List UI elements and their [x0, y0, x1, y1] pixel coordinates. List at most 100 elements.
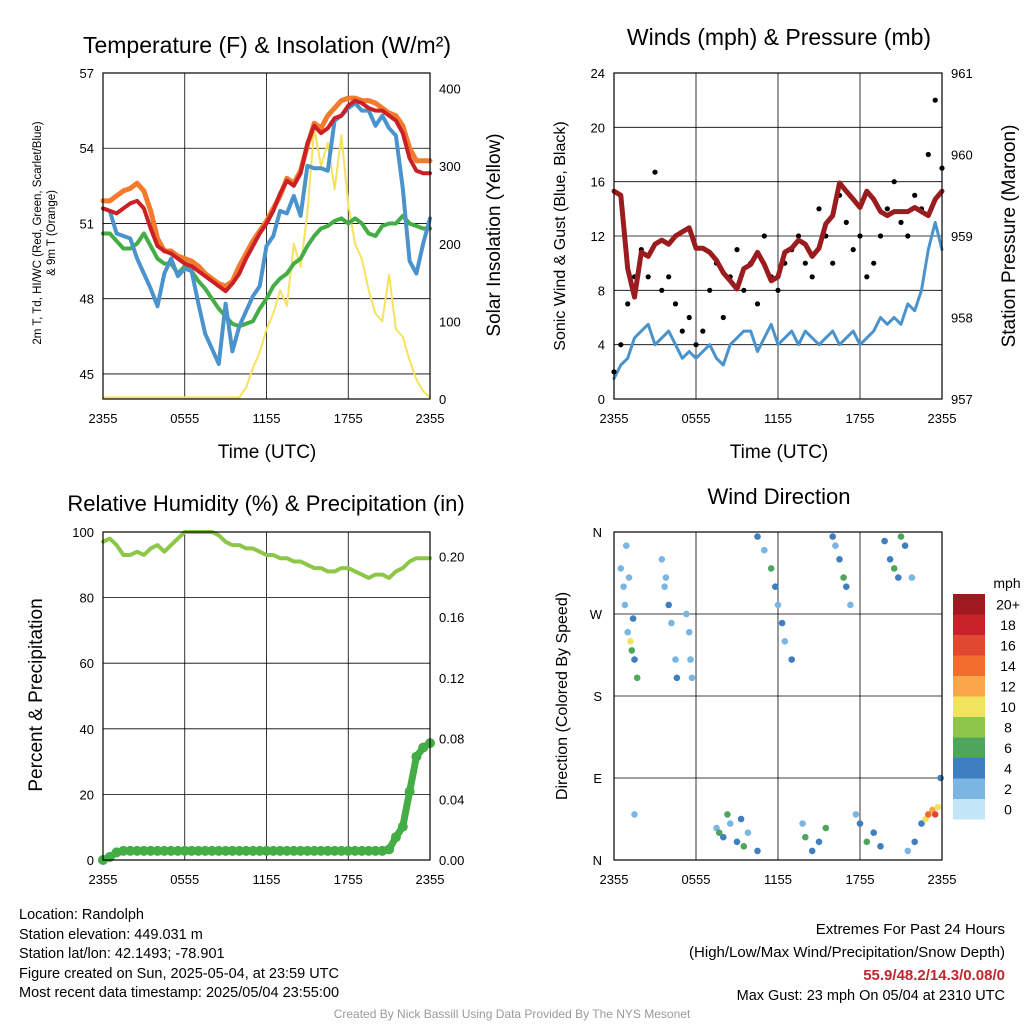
x-tick-label: 1755 [846, 411, 875, 426]
y-tick-label: 54 [80, 141, 94, 156]
station-location: Location: Randolph [19, 907, 144, 923]
wind-direction-point [895, 574, 902, 581]
precipitation-point [172, 845, 183, 856]
solar-insolation-line [102, 126, 431, 399]
y2-tick-label: 957 [951, 392, 973, 407]
wind-direction-point [737, 815, 745, 823]
temperature-ylabel-line1: 2m T, Td, HI/WC (Red, Green, Scarlet/Blu… [32, 121, 44, 344]
gust-point [707, 287, 713, 293]
y2-tick-label: 0.08 [439, 732, 464, 747]
temperature-ticks: 2355 0555 1155 1755 2355 45 48 51 54 57 0 100 200 300… [80, 66, 461, 426]
gust-point [857, 233, 863, 239]
wind-direction-point [761, 546, 768, 554]
wind-direction-point [683, 610, 690, 618]
gust-point [652, 169, 658, 175]
humidity-panel: Relative Humidity (%) & Precipitation (i… [26, 491, 465, 887]
wind-direction-point [740, 843, 748, 850]
temperature-xlabel: Time (UTC) [218, 442, 317, 463]
y-tick-label: 40 [80, 722, 94, 737]
wind-direction-point [724, 811, 731, 818]
gust-point [741, 287, 747, 293]
wind-direction-point [623, 542, 630, 549]
wind-direction-point [788, 656, 795, 663]
winds-series [611, 97, 945, 381]
y2-tick-label: 100 [439, 314, 461, 329]
y-tick-label: 48 [80, 292, 94, 307]
y-tick-label: 0 [598, 392, 605, 407]
colorbar-label: 2 [1004, 781, 1012, 797]
colorbar-label: 20+ [996, 596, 1020, 612]
y-tick-label: 12 [591, 229, 605, 244]
gust-point [693, 342, 699, 348]
station-pressure-line [611, 180, 945, 300]
y2-tick-label: 200 [439, 237, 461, 252]
colorbar-label: 0 [1004, 801, 1012, 817]
wind-direction-point [631, 811, 638, 818]
temperature-series [100, 95, 433, 399]
gust-point [659, 287, 665, 293]
wind-direction-frame [613, 531, 943, 861]
wind-direction-points [617, 533, 944, 855]
dewpoint-line [101, 213, 432, 329]
gust-point [884, 206, 890, 212]
max-gust: Max Gust: 23 mph On 05/04 at 2310 UTC [736, 988, 1005, 1004]
gust-point [618, 342, 624, 348]
humidity-grid [102, 531, 431, 861]
wind-direction-point [815, 838, 823, 846]
wind-direction-point [720, 833, 727, 841]
x-tick-label: 0555 [682, 411, 711, 426]
humidity-frame [102, 531, 431, 861]
wind-direction-point [687, 656, 694, 663]
wind-direction-point [911, 838, 918, 846]
station-info: Location: Randolph Station elevation: 44… [19, 906, 339, 1004]
wind-direction-point [621, 601, 629, 609]
x-tick-label: 2355 [600, 872, 629, 887]
colorbar-label: 6 [1004, 740, 1012, 756]
wind-direction-point [832, 542, 839, 549]
y-tick-label: 45 [80, 367, 94, 382]
gust-point [761, 233, 767, 239]
temperature-title: Temperature (F) & Insolation (W/m²) [83, 32, 451, 58]
y2-tick-label: 300 [439, 159, 461, 174]
temperature-title-text: Temperature (F) & Insolation (W/m²) [83, 32, 451, 58]
gust-point [809, 274, 815, 280]
y-tick-label: 4 [598, 338, 605, 353]
wind-direction-point [633, 674, 641, 682]
wind-direction-ticks: 2355 0555 1155 1755 2355 N E S W N [590, 525, 957, 887]
gust-point [843, 219, 849, 225]
winds-ticks: 2355 0555 1155 1755 2355 0 4 8 12 16 20 24 957 958 959… [591, 66, 973, 426]
wind-direction-point [843, 583, 850, 590]
colorbar-swatch [953, 614, 985, 635]
sonic-wind-line [612, 220, 944, 381]
wind-direction-point [754, 533, 761, 540]
winds-frame [613, 72, 943, 400]
wind-direction-point [629, 615, 637, 622]
gust-point [912, 192, 918, 198]
winds-panel: Winds (mph) & Pressure (mb) Time (UTC) S… [552, 24, 1020, 463]
colorbar-swatch [953, 799, 985, 820]
x-tick-label: 1755 [334, 411, 363, 426]
gust-point [864, 274, 870, 280]
gust-point [734, 247, 740, 253]
relative-humidity-line [101, 530, 432, 580]
y-tick-label: 80 [80, 591, 94, 606]
wind-direction-point [662, 574, 670, 581]
wind-direction-point [802, 833, 809, 841]
wind-direction-point [617, 565, 625, 572]
temperature-y2label: Solar Insolation (Yellow) [484, 133, 505, 336]
gust-point [700, 328, 706, 334]
wind-direction-point [886, 556, 894, 563]
temperature-2m-line [101, 98, 432, 294]
winds-ylabel: Sonic Wind & Gust (Blue, Black) [552, 121, 569, 350]
gust-point [795, 233, 802, 239]
precipitation-point [411, 751, 422, 762]
wind-direction-point [631, 656, 638, 663]
figure-created: Figure created on Sun, 2025-05-04, at 23… [19, 965, 339, 982]
colorbar-label: 18 [1000, 617, 1016, 633]
wind-direction-point [890, 565, 898, 572]
x-tick-label: 1755 [334, 872, 363, 887]
wind-direction-point [852, 811, 860, 818]
humidity-ylabel: Percent & Precipitation [26, 598, 47, 791]
wind-direction-point [628, 647, 636, 654]
colorbar-label: 10 [1000, 699, 1016, 715]
